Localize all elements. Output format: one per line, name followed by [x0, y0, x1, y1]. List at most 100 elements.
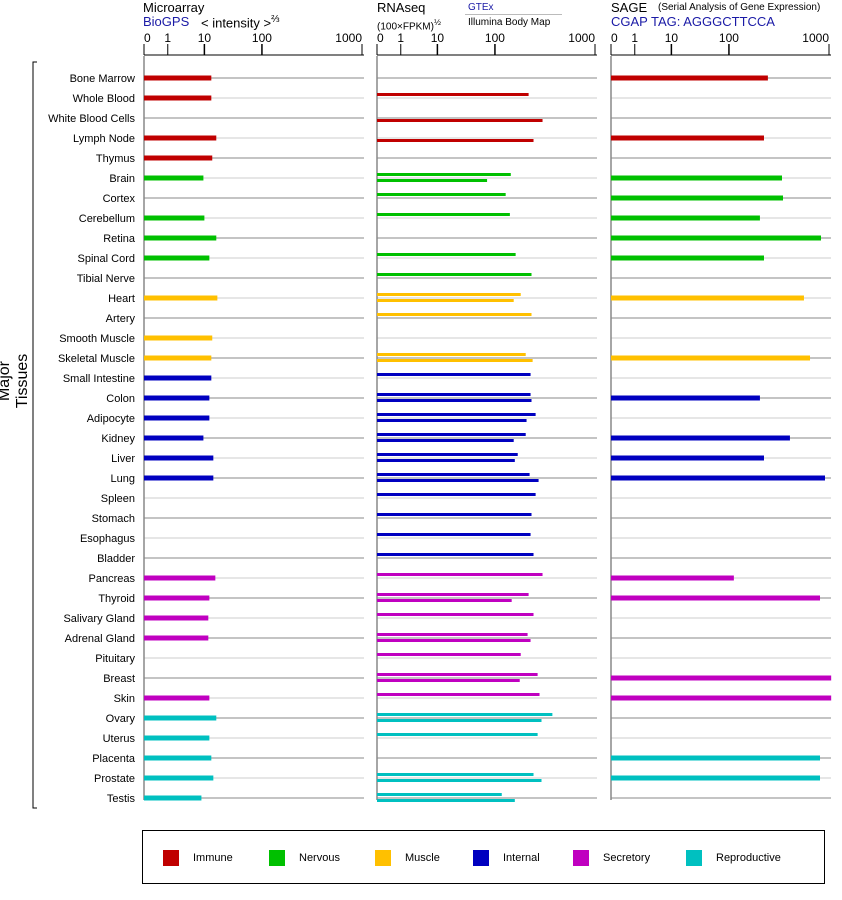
legend: Immune Nervous Muscle Internal Secretory Repr…: [142, 830, 825, 884]
x-tick-label: 10: [665, 31, 679, 45]
bar-1-top: [377, 453, 518, 456]
bar-1-top: [377, 733, 538, 736]
bar-2-mid: [611, 395, 760, 401]
bar-0-mid: [144, 795, 202, 801]
tissue-label: Cerebellum: [79, 213, 135, 225]
bar-1-bottom: [377, 459, 515, 462]
x-tick-label: 1: [164, 31, 171, 45]
bar-0-mid: [144, 635, 209, 641]
legend-label: Reproductive: [716, 852, 781, 864]
bar-1-top: [377, 473, 530, 476]
biogps-link[interactable]: BioGPS: [143, 14, 190, 29]
bar-1-bottom: [377, 419, 527, 422]
bar-0-mid: [144, 255, 210, 261]
bar-1-bottom: [377, 779, 542, 782]
rnaseq-unit-text: (100×FPKM): [377, 21, 434, 33]
legend-item-muscle: Muscle: [375, 850, 440, 866]
bar-0-mid: [144, 455, 214, 461]
bar-1-top: [377, 693, 540, 696]
bar-1-top: [377, 573, 543, 576]
sage-subtitle: (Serial Analysis of Gene Expression): [658, 2, 821, 13]
bar-2-mid: [611, 255, 764, 261]
bar-2-mid: [611, 75, 768, 81]
gtex-link[interactable]: GTEx: [468, 2, 494, 13]
bar-0-mid: [144, 775, 214, 781]
x-tick-label: 100: [485, 31, 505, 45]
legend-item-secretory: Secretory: [573, 850, 650, 866]
legend-label: Nervous: [299, 852, 340, 864]
bar-0-mid: [144, 375, 212, 381]
bar-1-top: [377, 173, 511, 176]
microarray-unit: < intensity >⅔: [201, 14, 279, 30]
tissue-label: Artery: [106, 313, 136, 325]
legend-swatch: [163, 850, 179, 866]
tissue-label: Brain: [109, 173, 135, 185]
bar-2-mid: [611, 755, 821, 761]
bar-1-top: [377, 553, 534, 556]
tissue-label: Retina: [103, 233, 136, 245]
bar-1-bottom: [377, 799, 515, 802]
x-tick-label: 1000: [802, 31, 829, 45]
bar-1-top: [377, 273, 532, 276]
microarray-title: Microarray: [143, 0, 205, 15]
legend-swatch: [473, 850, 489, 866]
bar-2-mid: [611, 195, 784, 201]
tissue-label: Uterus: [103, 733, 136, 745]
tissue-label: Colon: [106, 393, 135, 405]
x-tick-label: 100: [719, 31, 739, 45]
bar-1-bottom: [377, 119, 543, 122]
bar-1-top: [377, 593, 529, 596]
legend-item-nervous: Nervous: [269, 850, 340, 866]
bar-2-mid: [611, 575, 734, 581]
bar-1-bottom: [377, 639, 531, 642]
microarray-unit-text: < intensity >: [201, 15, 272, 31]
legend-swatch: [573, 850, 589, 866]
bar-2-mid: [611, 595, 821, 601]
source-divider: [465, 14, 562, 15]
tissue-label: Bone Marrow: [70, 73, 135, 85]
bar-1-top: [377, 373, 531, 376]
bar-1-bottom: [377, 719, 542, 722]
bar-1-top: [377, 293, 521, 296]
tissue-label: Pancreas: [89, 573, 136, 585]
legend-label: Internal: [503, 852, 540, 864]
bar-1-top: [377, 613, 534, 616]
bar-1-bottom: [377, 359, 533, 362]
bar-1-top: [377, 533, 531, 536]
rnaseq-unit: (100×FPKM)½: [377, 17, 441, 32]
cgap-tag-link[interactable]: CGAP TAG: AGGGCTTCCA: [611, 14, 775, 29]
bar-2-mid: [611, 435, 790, 441]
legend-item-reproductive: Reproductive: [686, 850, 781, 866]
bar-1-top: [377, 353, 526, 356]
bar-1-bottom: [377, 179, 488, 182]
illumina-label: Illumina Body Map: [468, 17, 551, 28]
x-tick-label: 1: [397, 31, 404, 45]
legend-item-immune: Immune: [163, 850, 233, 866]
bar-2-mid: [611, 295, 804, 301]
bar-2-mid: [611, 175, 782, 181]
tissue-label: Testis: [107, 793, 136, 805]
bar-1-top: [377, 193, 506, 196]
bar-2-mid: [611, 135, 764, 141]
x-tick-label: 100: [252, 31, 272, 45]
tissue-label: Adrenal Gland: [65, 633, 135, 645]
tissue-label: Cortex: [103, 193, 136, 205]
legend-item-internal: Internal: [473, 850, 540, 866]
microarray-unit-exp: ⅔: [271, 14, 280, 25]
bar-1-bottom: [377, 399, 532, 402]
bar-1-bottom: [377, 679, 520, 682]
bar-1-top: [377, 653, 521, 656]
bar-1-bottom: [377, 599, 512, 602]
bar-0-mid: [144, 575, 216, 581]
bar-1-top: [377, 313, 532, 316]
legend-swatch: [269, 850, 285, 866]
tissue-label: Ovary: [106, 713, 136, 725]
bar-1-top: [377, 673, 538, 676]
tissue-label: Heart: [108, 293, 135, 305]
bar-0-mid: [144, 735, 210, 741]
tissue-label: Kidney: [101, 433, 135, 445]
tissue-label: Thyroid: [98, 593, 135, 605]
sage-title: SAGE: [611, 0, 648, 15]
tissue-label: Esophagus: [80, 533, 136, 545]
